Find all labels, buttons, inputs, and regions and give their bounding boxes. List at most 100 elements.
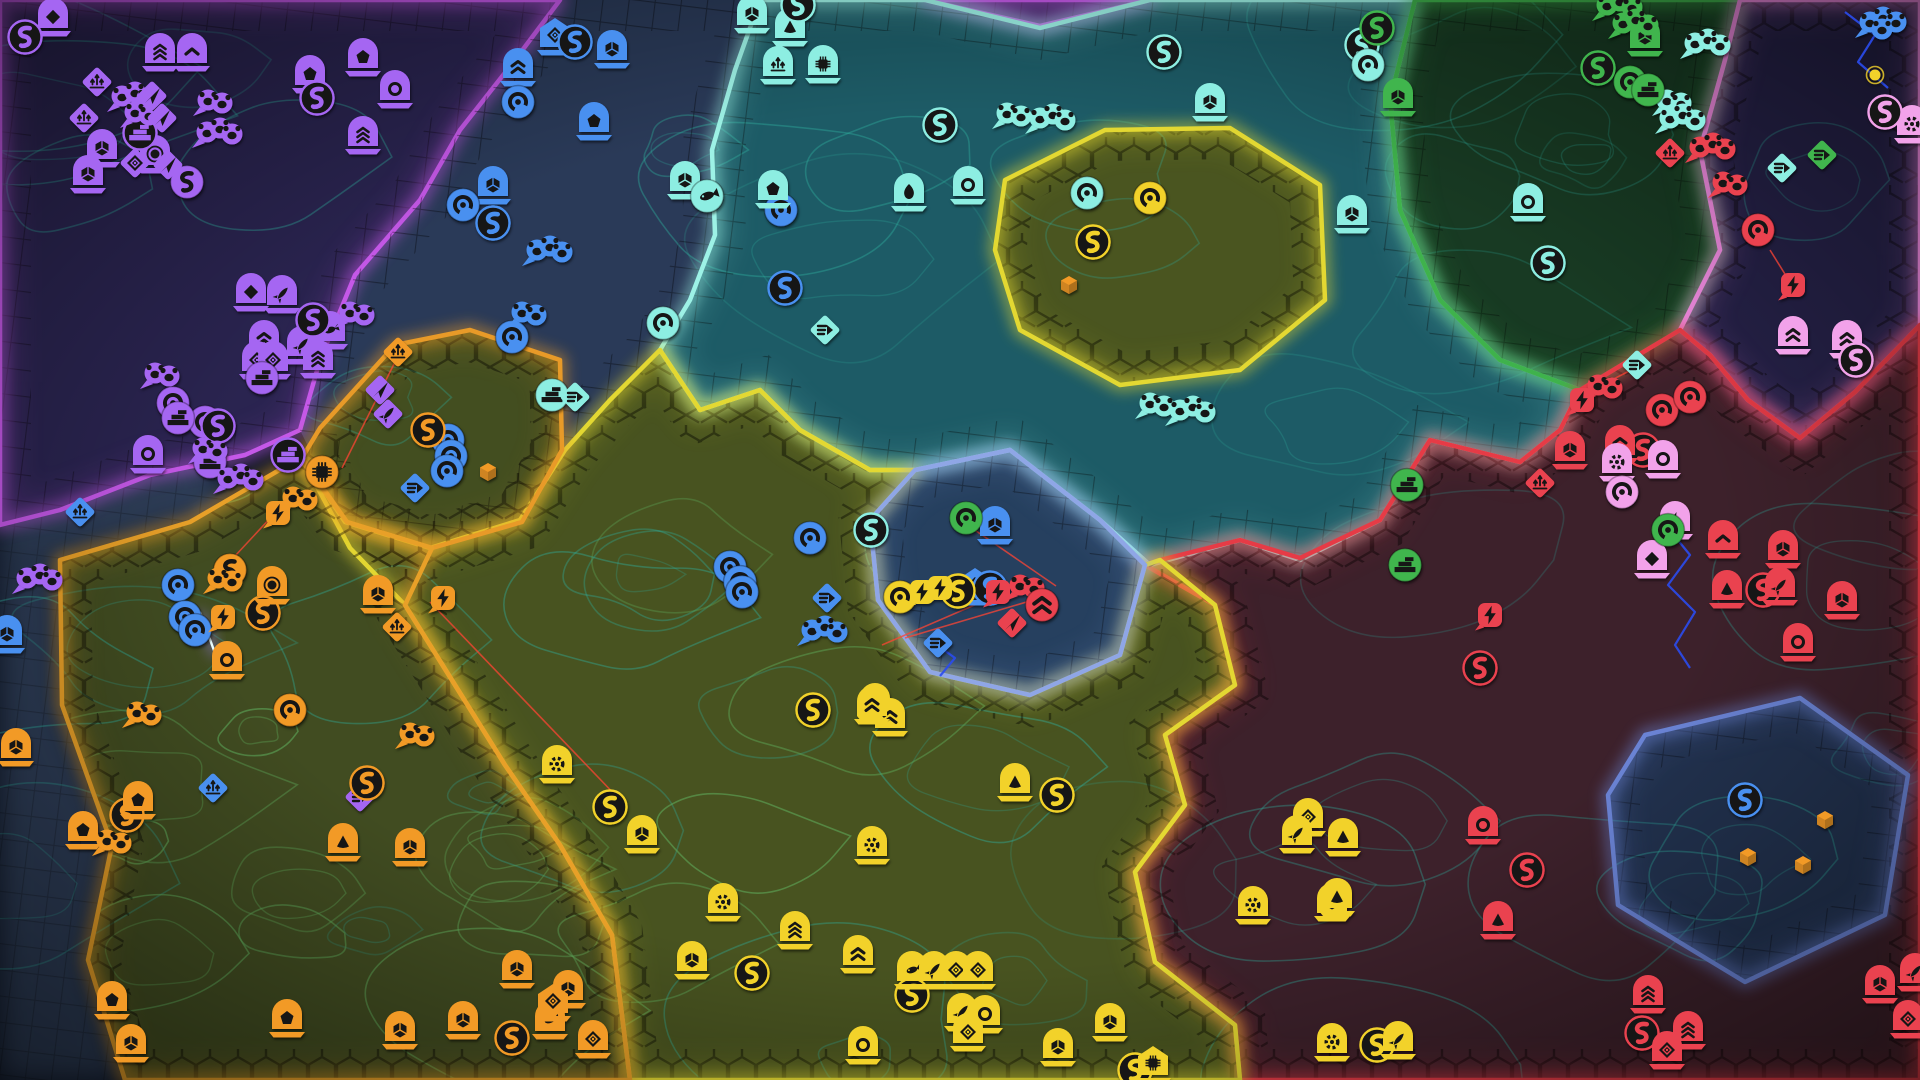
creep-group-icon[interactable] xyxy=(522,235,573,267)
creep-group-icon[interactable] xyxy=(213,463,264,495)
room-marker-icon[interactable] xyxy=(264,275,300,314)
room-marker-icon[interactable] xyxy=(130,435,166,474)
room-marker-icon[interactable] xyxy=(594,30,630,69)
player-badge-icon[interactable] xyxy=(7,19,43,55)
room-marker-icon[interactable] xyxy=(0,728,34,767)
room-marker-icon[interactable] xyxy=(1380,1021,1416,1060)
player-badge-icon[interactable] xyxy=(689,178,725,214)
player-badge-icon[interactable] xyxy=(1630,72,1666,108)
player-badge-icon[interactable] xyxy=(245,595,281,631)
player-badge-icon[interactable] xyxy=(349,765,385,801)
caravan-diamond-icon[interactable] xyxy=(152,149,183,180)
room-marker-icon[interactable] xyxy=(1775,316,1811,355)
player-badge-icon[interactable] xyxy=(1624,1015,1660,1051)
room-marker-icon[interactable] xyxy=(377,70,413,109)
room-marker-icon[interactable] xyxy=(805,45,841,84)
player-badge-icon[interactable] xyxy=(645,305,681,341)
player-badge-icon[interactable] xyxy=(1650,512,1686,548)
room-marker-icon[interactable] xyxy=(392,828,428,867)
room-marker-icon[interactable] xyxy=(1762,567,1798,606)
caravan-diamond-icon[interactable] xyxy=(811,582,842,613)
player-badge-icon[interactable] xyxy=(894,977,930,1013)
resource-cube-icon[interactable] xyxy=(480,463,496,481)
room-marker-icon[interactable] xyxy=(760,46,796,85)
player-badge-icon[interactable] xyxy=(557,24,593,60)
room-marker-icon[interactable] xyxy=(1319,878,1355,917)
score-dot-icon[interactable] xyxy=(1865,65,1885,85)
room-marker-icon[interactable] xyxy=(950,1013,986,1052)
creep-group-icon[interactable] xyxy=(1135,392,1175,420)
room-marker-icon[interactable] xyxy=(382,1011,418,1050)
caravan-diamond-icon[interactable] xyxy=(81,66,112,97)
room-marker-icon[interactable] xyxy=(94,981,130,1020)
player-badge-icon[interactable] xyxy=(1604,474,1640,510)
caravan-diamond-icon[interactable] xyxy=(922,627,953,658)
player-badge-icon[interactable] xyxy=(304,454,340,490)
room-marker-icon[interactable] xyxy=(120,781,156,820)
room-marker-icon[interactable] xyxy=(500,48,536,87)
room-marker-icon[interactable] xyxy=(977,506,1013,545)
creep-group-icon[interactable] xyxy=(1025,103,1076,135)
player-badge-icon[interactable] xyxy=(1075,224,1111,260)
room-marker-icon[interactable] xyxy=(65,811,101,850)
room-marker-icon[interactable] xyxy=(576,102,612,141)
creep-group-icon[interactable] xyxy=(193,89,233,117)
room-marker-icon[interactable] xyxy=(1705,520,1741,559)
room-marker-icon[interactable] xyxy=(70,155,106,194)
player-badge-icon[interactable] xyxy=(1024,587,1060,623)
player-badge-icon[interactable] xyxy=(272,692,308,728)
player-badge-icon[interactable] xyxy=(1867,94,1903,130)
room-marker-icon[interactable] xyxy=(624,815,660,854)
room-marker-icon[interactable] xyxy=(705,883,741,922)
caravan-diamond-icon[interactable] xyxy=(1766,152,1797,183)
room-marker-icon[interactable] xyxy=(1040,1028,1076,1067)
creep-group-icon[interactable] xyxy=(188,437,228,465)
power-bolt-icon[interactable] xyxy=(983,580,1010,608)
room-marker-icon[interactable] xyxy=(891,173,927,212)
room-marker-icon[interactable] xyxy=(113,1024,149,1063)
caravan-diamond-icon[interactable] xyxy=(381,611,412,642)
player-badge-icon[interactable] xyxy=(922,107,958,143)
room-marker-icon[interactable] xyxy=(674,941,710,980)
player-badge-icon[interactable] xyxy=(299,80,335,116)
room-marker-icon[interactable] xyxy=(325,823,361,862)
creep-group-icon[interactable] xyxy=(1165,395,1216,427)
player-badge-icon[interactable] xyxy=(177,612,213,648)
room-marker-icon[interactable] xyxy=(345,38,381,77)
caravan-diamond-icon[interactable] xyxy=(1524,467,1555,498)
creep-group-icon[interactable] xyxy=(192,117,243,149)
room-marker-icon[interactable] xyxy=(142,33,178,72)
creep-group-icon[interactable] xyxy=(507,301,547,329)
power-bolt-icon[interactable] xyxy=(1567,388,1594,416)
caravan-diamond-icon[interactable] xyxy=(364,374,395,405)
room-marker-icon[interactable] xyxy=(35,0,71,37)
player-badge-icon[interactable] xyxy=(534,377,570,413)
player-badge-icon[interactable] xyxy=(494,319,530,355)
creep-group-icon[interactable] xyxy=(797,615,848,647)
caravan-diamond-icon[interactable] xyxy=(197,772,228,803)
room-marker-icon[interactable] xyxy=(1862,965,1898,1004)
player-badge-icon[interactable] xyxy=(1509,852,1545,888)
room-marker-icon[interactable] xyxy=(475,166,511,205)
creep-group-icon[interactable] xyxy=(140,362,180,390)
player-badge-icon[interactable] xyxy=(445,187,481,223)
player-badge-icon[interactable] xyxy=(160,400,196,436)
creep-group-icon[interactable] xyxy=(1680,28,1731,60)
creep-group-icon[interactable] xyxy=(278,486,318,514)
player-badge-icon[interactable] xyxy=(1644,392,1680,428)
creep-group-icon[interactable] xyxy=(395,722,435,750)
player-badge-icon[interactable] xyxy=(1672,379,1708,415)
room-marker-icon[interactable] xyxy=(1630,975,1666,1014)
room-marker-icon[interactable] xyxy=(734,0,770,34)
power-bolt-icon[interactable] xyxy=(208,605,235,633)
room-marker-icon[interactable] xyxy=(755,170,791,209)
room-marker-icon[interactable] xyxy=(254,566,290,605)
room-marker-icon[interactable] xyxy=(1480,901,1516,940)
room-marker-icon[interactable] xyxy=(854,826,890,865)
player-badge-icon[interactable] xyxy=(160,567,196,603)
creep-group-icon[interactable] xyxy=(1708,171,1748,199)
outpost-house-icon[interactable] xyxy=(535,984,571,1022)
caravan-diamond-icon[interactable] xyxy=(1621,349,1652,380)
